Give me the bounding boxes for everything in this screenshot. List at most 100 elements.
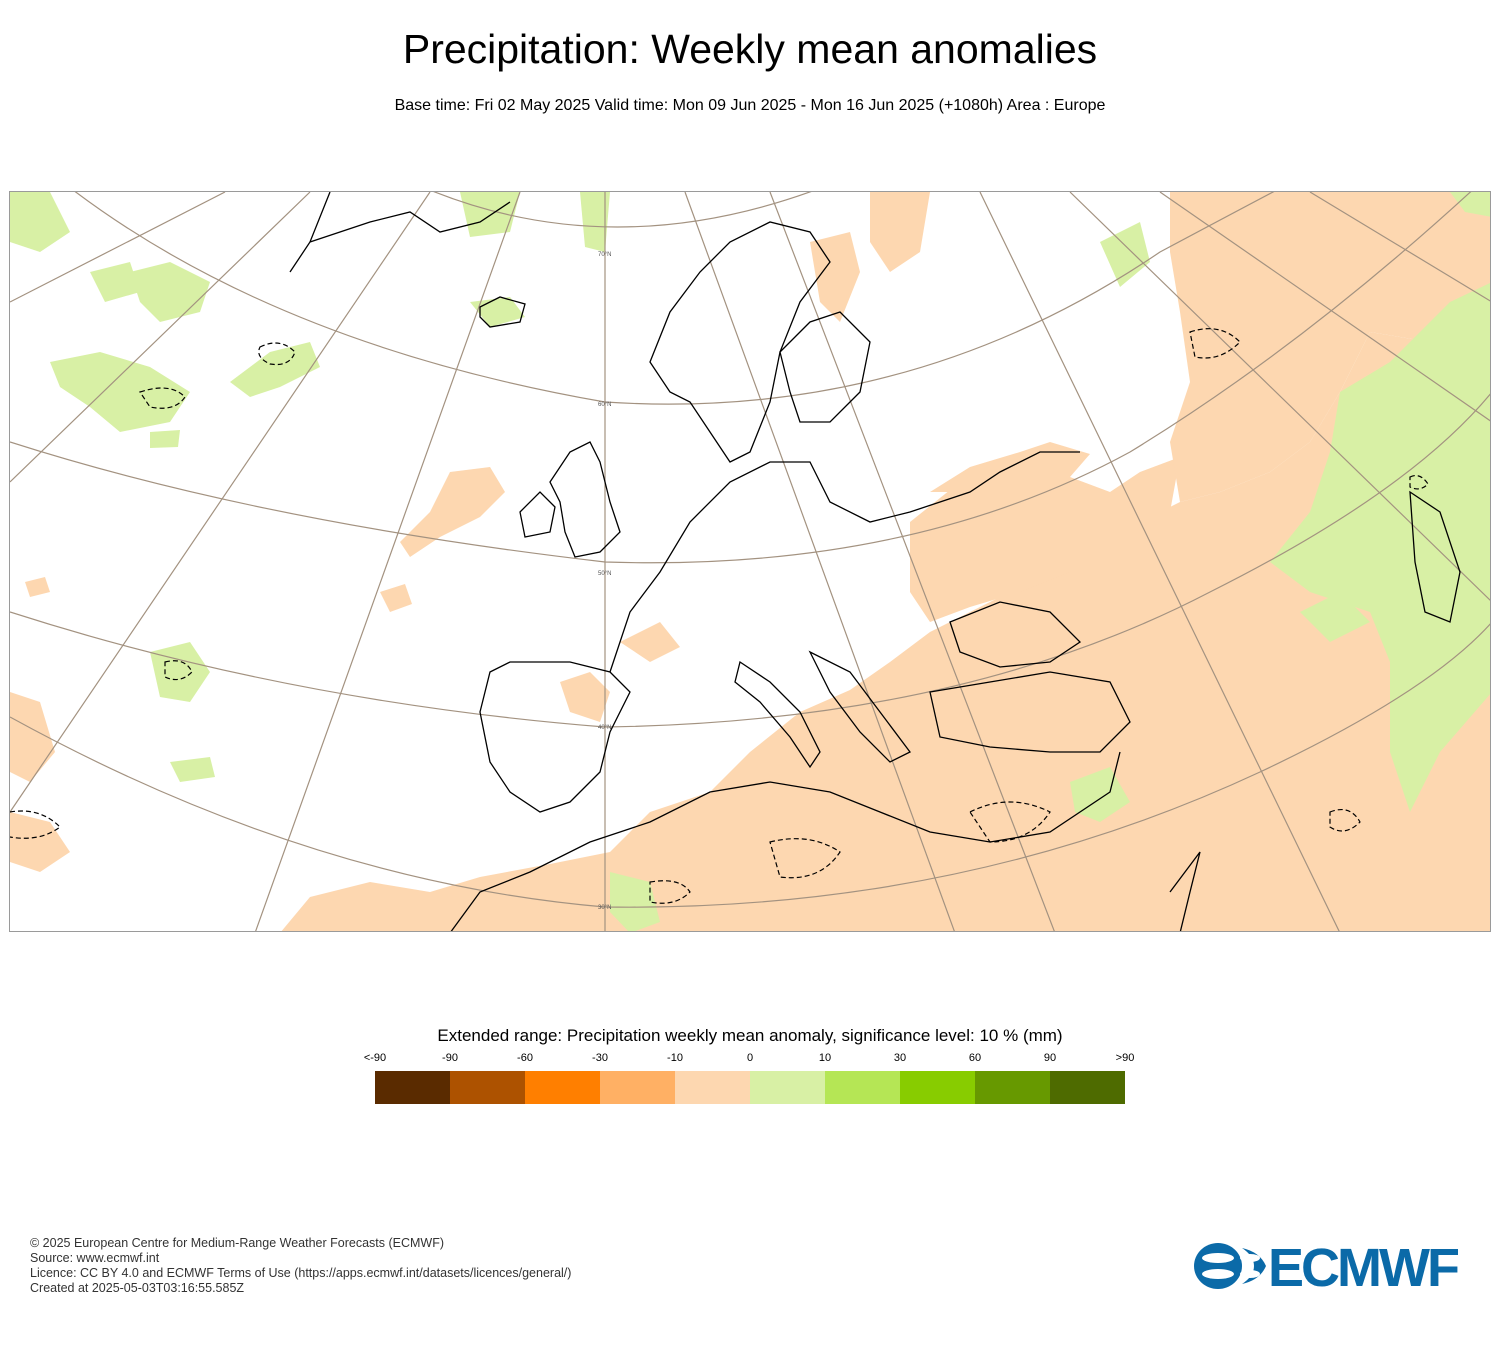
legend-colorbar xyxy=(375,1071,1125,1104)
legend-swatch xyxy=(825,1071,900,1104)
sig-contour-6 xyxy=(969,801,1051,843)
legend-swatch xyxy=(975,1071,1050,1104)
dry-anomaly-france xyxy=(620,622,680,662)
wet-anomaly-atlantic-1 xyxy=(50,352,190,432)
licence-text: Licence: CC BY 4.0 and ECMWF Terms of Us… xyxy=(30,1266,572,1280)
legend-swatch xyxy=(1050,1071,1125,1104)
meridian-50e xyxy=(1159,192,1490,422)
ecmwf-logo[interactable]: ECMWF xyxy=(1192,1238,1472,1298)
legend-swatch xyxy=(675,1071,750,1104)
coast-north-africa xyxy=(450,751,1121,931)
coast-italy xyxy=(734,660,821,769)
dry-anomaly-scandinavia xyxy=(810,232,860,322)
legend-swatch xyxy=(750,1071,825,1104)
dry-anomaly-atlantic-1 xyxy=(400,467,505,557)
parallel-30n xyxy=(10,623,1490,908)
sig-contour-7 xyxy=(769,838,841,879)
legend-title: Extended range: Precipitation weekly mea… xyxy=(437,1026,1063,1045)
footer-credits: © 2025 European Centre for Medium-Range … xyxy=(30,1236,571,1296)
dry-anomaly-balkans-turkey xyxy=(910,457,1180,622)
legend-swatch xyxy=(450,1071,525,1104)
coast-ireland xyxy=(519,491,556,538)
dry-anomaly-atlantic-2 xyxy=(380,584,412,612)
meridian-10w xyxy=(255,192,521,931)
sig-contour-4 xyxy=(1329,809,1361,832)
wet-anomaly-morocco xyxy=(610,872,660,931)
dry-anomaly-russia-east xyxy=(1170,192,1490,502)
wet-anomaly-atlantic-3 xyxy=(130,262,210,322)
wet-anomaly-tr-corner xyxy=(1450,192,1490,217)
coast-iberia xyxy=(479,661,631,813)
coast-finland xyxy=(779,311,871,423)
legend-label: -30 xyxy=(592,1052,608,1064)
legend-label: >90 xyxy=(1115,1052,1135,1064)
lat-label-60n: 60°N xyxy=(598,402,611,408)
graticule-layer xyxy=(10,192,1490,931)
coast-turkey xyxy=(929,671,1131,753)
dry-anomaly-kola xyxy=(870,192,930,272)
coast-greenland xyxy=(289,192,511,273)
legend-label: -90 xyxy=(442,1052,458,1064)
ecmwf-logo-mark-icon xyxy=(1194,1243,1266,1289)
lat-label-70n: 70°N xyxy=(598,252,611,258)
map-panel[interactable]: 70°N 60°N 50°N 40°N 30°N xyxy=(9,191,1491,932)
legend-swatch xyxy=(375,1071,450,1104)
meridian-20e xyxy=(769,192,1055,931)
wet-anomaly-russia-small xyxy=(1100,222,1150,287)
sig-contour-9 xyxy=(1189,328,1241,359)
meridian-30e xyxy=(979,192,1340,931)
wet-anomaly-east xyxy=(1270,282,1490,812)
coast-britain xyxy=(549,441,621,558)
legend-label: -10 xyxy=(667,1052,683,1064)
legend-label: 60 xyxy=(968,1052,982,1064)
lat-label-30n: 30°N xyxy=(598,905,611,911)
coast-balkans xyxy=(808,650,911,763)
significance-contours xyxy=(10,328,1429,904)
source-text: Source: www.ecmwf.int xyxy=(30,1251,160,1265)
legend-label: 10 xyxy=(818,1052,832,1064)
dry-anomaly-iberia xyxy=(560,672,610,722)
legend-label: 90 xyxy=(1043,1052,1057,1064)
wet-anomaly-atlantic-6 xyxy=(150,430,180,448)
sig-contour-1 xyxy=(258,342,296,366)
chart-subtitle: Base time: Fri 02 May 2025 Valid time: M… xyxy=(394,97,1106,114)
sig-contour-2 xyxy=(139,387,186,409)
legend-labels: <-90 -90 -60 -30 -10 0 10 30 60 90 >90 xyxy=(364,1052,1135,1066)
chart-title: Precipitation: Weekly mean anomalies xyxy=(402,26,1098,72)
wet-anomaly-atlantic-4 xyxy=(170,757,215,782)
sig-contour-8 xyxy=(649,880,691,904)
lat-label-50n: 50°N xyxy=(598,571,611,577)
parallel-70n xyxy=(433,192,812,228)
wet-anomaly-caspian xyxy=(1300,592,1370,642)
meridian-40w xyxy=(10,192,226,303)
dry-anomaly-north-africa xyxy=(281,312,1490,931)
coast-scandinavia xyxy=(649,221,831,463)
coast-iceland xyxy=(479,296,526,328)
meridian-20w xyxy=(10,192,431,813)
parallel-60n xyxy=(74,192,1275,405)
parallel-50n xyxy=(10,192,1472,564)
legend-swatch xyxy=(900,1071,975,1104)
created-text: Created at 2025-05-03T03:16:55.585Z xyxy=(30,1281,245,1295)
coastline-layer xyxy=(289,192,1461,931)
dry-anomaly-west-edge-2 xyxy=(10,812,70,872)
legend-swatch xyxy=(600,1071,675,1104)
anomaly-fill-layer xyxy=(10,192,1490,931)
lat-label-40n: 40°N xyxy=(598,725,611,731)
wet-anomaly-north-1 xyxy=(580,192,610,252)
wet-anomaly-greenland xyxy=(460,192,520,237)
legend-label: 0 xyxy=(746,1052,754,1064)
dry-anomaly-west-edge xyxy=(10,692,55,782)
legend-label: -60 xyxy=(517,1052,533,1064)
wet-anomaly-atlantic-5 xyxy=(90,262,140,302)
ecmwf-logo-text: ECMWF xyxy=(1268,1240,1459,1292)
copyright-text: © 2025 European Centre for Medium-Range … xyxy=(30,1236,445,1250)
wet-anomaly-north-edge xyxy=(10,192,70,252)
legend-label: <-90 xyxy=(363,1052,387,1064)
meridian-10e xyxy=(684,192,955,931)
wet-anomaly-atlantic-2 xyxy=(230,342,320,397)
coast-black-sea xyxy=(949,601,1082,668)
parallel-40n xyxy=(10,393,1490,728)
meridian-30w xyxy=(10,192,311,483)
meridian-60e xyxy=(1309,192,1490,302)
